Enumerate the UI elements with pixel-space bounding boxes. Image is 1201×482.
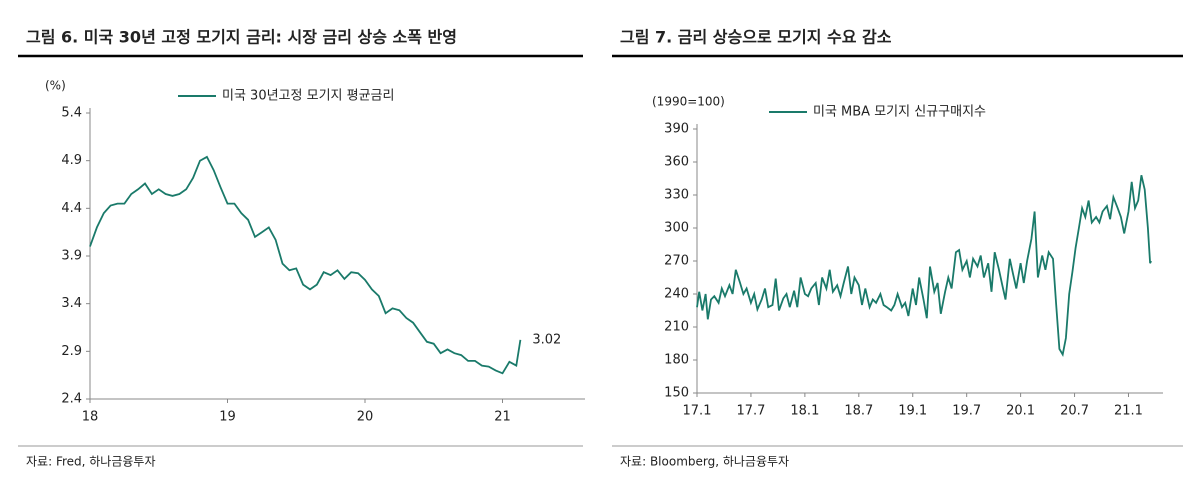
y-tick-label: 4.9 (61, 153, 82, 168)
y-tick-label: 300 (664, 221, 689, 236)
x-tick-label: 19 (219, 410, 236, 425)
x-tick-label: 20.1 (1006, 404, 1035, 419)
x-tick-label: 17.7 (736, 404, 765, 419)
x-tick-label: 20 (357, 410, 374, 425)
chart-title: 그림 7. 금리 상승으로 모기지 수요 감소 (620, 28, 892, 47)
y-tick-label: 180 (664, 353, 689, 368)
y-tick-label: 2.4 (61, 392, 82, 407)
x-tick-label: 18.7 (844, 404, 873, 419)
x-tick-label: 17.1 (683, 404, 712, 419)
x-tick-label: 21.1 (1114, 404, 1143, 419)
y-tick-label: 270 (664, 254, 689, 269)
y-tick-label: 3.4 (61, 296, 82, 311)
chart-title: 그림 6. 미국 30년 고정 모기지 금리: 시장 금리 상승 소폭 반영 (26, 28, 457, 47)
y-tick-label: 3.9 (61, 249, 82, 264)
y-tick-label: 2.9 (61, 344, 82, 359)
y-tick-label: 360 (664, 155, 689, 170)
x-tick-label: 19.1 (898, 404, 927, 419)
x-tick-label: 19.7 (952, 404, 981, 419)
data-label: 3.02 (532, 332, 561, 347)
line (696, 174, 1152, 357)
line (89, 155, 522, 375)
y-tick-label: 150 (664, 386, 689, 401)
legend-label: 미국 MBA 모기지 신규구매지수 (813, 105, 986, 120)
source: 자료: Bloomberg, 하나금융투자 (620, 455, 789, 469)
y-axis-label: (%) (45, 79, 66, 93)
x-tick-label: 18.1 (790, 404, 819, 419)
y-tick-label: 390 (664, 122, 689, 137)
x-tick-label: 20.7 (1060, 404, 1089, 419)
y-tick-label: 330 (664, 188, 689, 203)
y-axis-label: (1990=100) (652, 95, 725, 109)
source: 자료: Fred, 하나금융투자 (26, 455, 156, 469)
y-tick-label: 4.4 (61, 201, 82, 216)
x-tick-label: 18 (82, 410, 99, 425)
y-tick-label: 210 (664, 320, 689, 335)
y-tick-label: 240 (664, 287, 689, 302)
legend-label: 미국 30년고정 모기지 평균금리 (222, 89, 394, 104)
x-tick-label: 21 (494, 410, 511, 425)
y-tick-label: 5.4 (61, 106, 82, 121)
